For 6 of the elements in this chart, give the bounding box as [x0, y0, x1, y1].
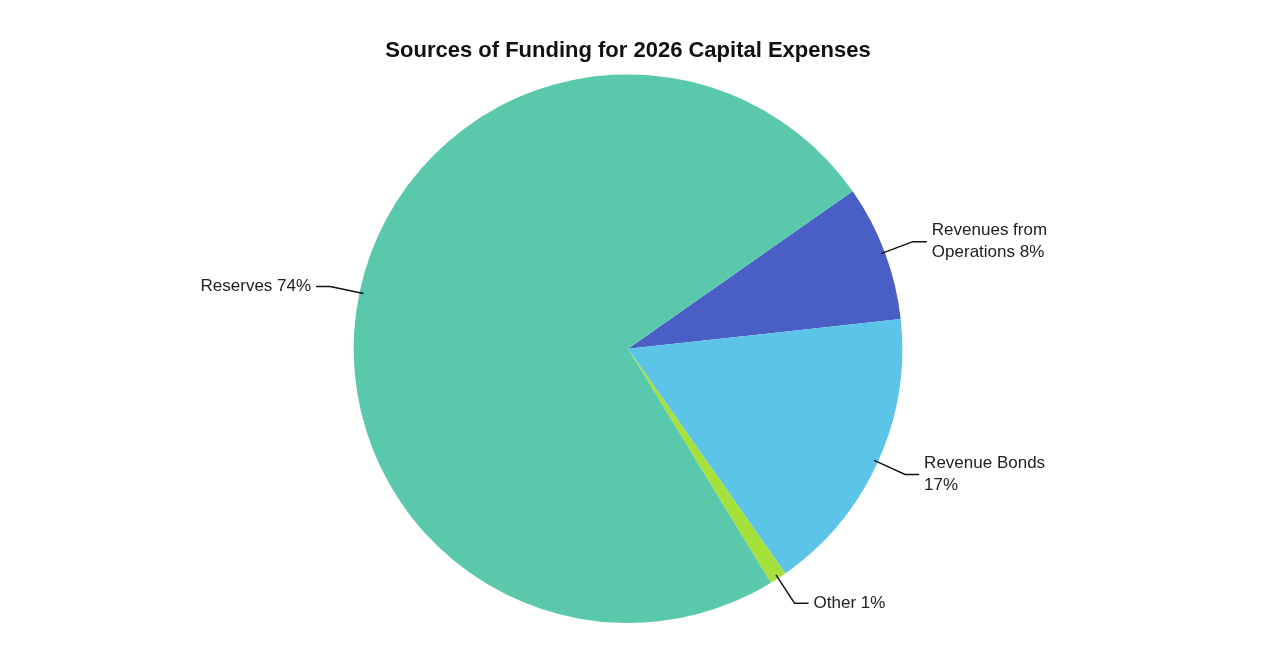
chart-title: Sources of Funding for 2026 Capital Expenses — [385, 37, 871, 63]
slice-label: Other 1% — [813, 593, 886, 613]
slice-label: Revenues from Operations 8% — [931, 220, 1048, 262]
slice-label: Revenue Bonds — [924, 453, 1046, 473]
data-label: 17% — [924, 475, 959, 495]
slice-label: Reserves 74% — [200, 276, 312, 296]
